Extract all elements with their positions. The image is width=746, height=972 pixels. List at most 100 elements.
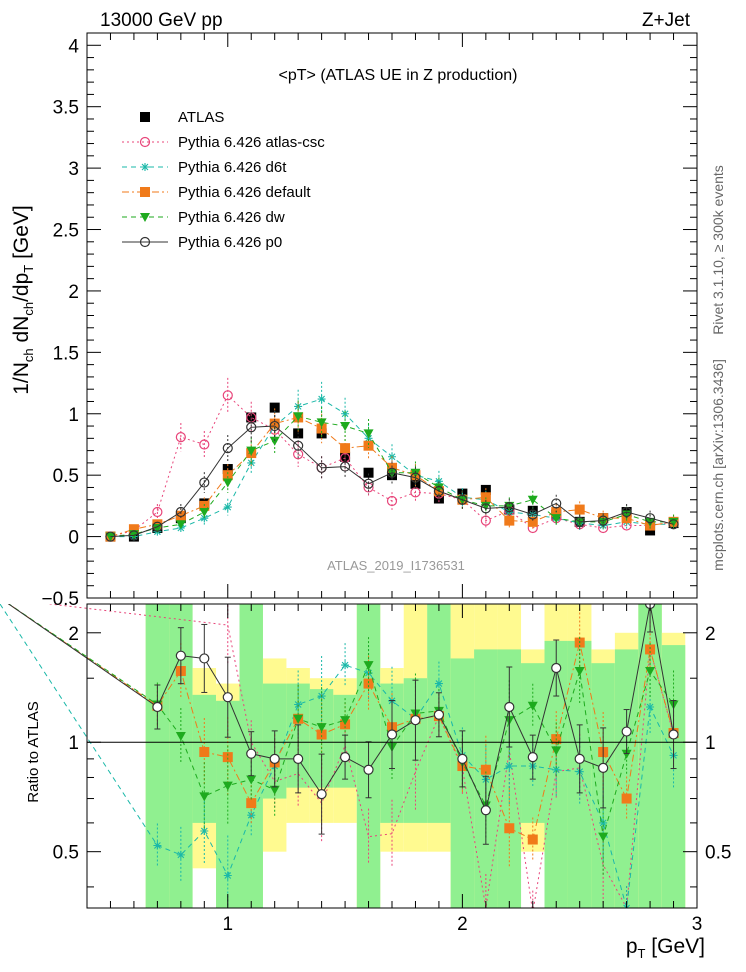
data-point — [621, 506, 632, 518]
data-point — [504, 502, 515, 513]
data-point — [175, 506, 186, 518]
ratio-point — [386, 729, 398, 740]
y-tick-label: −0.5 — [41, 589, 79, 610]
ratio-point — [527, 701, 538, 711]
ratio-point — [621, 793, 632, 804]
data-point — [269, 402, 280, 413]
ratio-y-tick-label: 0.5 — [53, 843, 79, 864]
ratio-point — [410, 715, 421, 726]
data-point — [410, 472, 421, 483]
ratio-point — [363, 678, 374, 689]
ratio-point — [527, 752, 538, 763]
stat-band — [216, 700, 240, 908]
y-tick-label: 0 — [68, 528, 79, 549]
ratio-point — [247, 811, 256, 820]
ratio-y-tick-label-right: 0.5 — [705, 843, 731, 864]
ratio-point — [598, 832, 609, 842]
data-point — [269, 436, 280, 446]
y-tick-label: 1.5 — [53, 343, 79, 364]
ratio-point — [645, 667, 656, 677]
data-point — [200, 514, 209, 523]
legend-label: Pythia 6.426 p0 — [178, 234, 282, 251]
data-point — [223, 503, 232, 512]
data-point — [574, 516, 585, 527]
ratio-point — [646, 703, 655, 712]
ratio-y-tick-label-right: 1 — [705, 733, 716, 754]
x-tick-label: 2 — [457, 914, 468, 935]
main-y-axis-title: 1/Nch dNch/dpT [GeV] — [10, 205, 36, 395]
ratio-point — [341, 661, 350, 670]
y-tick-label: 4 — [68, 36, 79, 57]
series-5 — [105, 411, 679, 542]
data-point — [504, 515, 515, 526]
data-point — [175, 520, 186, 530]
legend-marker — [139, 236, 151, 248]
data-point — [386, 467, 398, 478]
data-point — [480, 492, 491, 503]
ratio-point — [176, 850, 185, 859]
data-point — [246, 446, 257, 456]
chart-title: <pT> (ATLAS UE in Z production) — [279, 67, 518, 84]
legend-label: Pythia 6.426 default — [178, 184, 311, 201]
data-point — [222, 443, 233, 454]
data-point — [434, 477, 443, 486]
data-point — [504, 501, 515, 511]
data-point — [128, 530, 140, 541]
legend-marker — [141, 163, 149, 171]
data-point — [574, 504, 585, 515]
ratio-point — [339, 752, 351, 763]
data-point — [551, 498, 562, 509]
ratio-point — [363, 661, 374, 671]
ratio-line — [7, 604, 674, 837]
axes-frames: −0.5 0 0.5 1 1.5 2 2.5 3 3.5 4 0.5 0.5 1 1 2 2 1 2 3 — [41, 32, 731, 935]
ratio-point — [153, 841, 162, 850]
data-point — [222, 390, 233, 401]
legend-entry-4: Pythia 6.426 dw — [122, 209, 285, 226]
legend-marker — [140, 213, 150, 222]
ratio-point — [294, 700, 303, 709]
legend-entry-1: Pythia 6.426 atlas-csc — [122, 134, 325, 151]
ratio-line — [0, 604, 674, 908]
ratio-point — [269, 785, 280, 795]
ratio-y-tick-label: 2 — [68, 624, 79, 645]
ratio-point — [457, 753, 468, 764]
ratio-point — [551, 662, 562, 674]
y-tick-label: 2.5 — [53, 221, 79, 242]
data-point — [316, 462, 327, 473]
data-point — [246, 422, 257, 433]
header-left: 13000 GeV pp — [100, 10, 223, 31]
data-point — [105, 531, 116, 542]
x-tick-label: 3 — [692, 914, 703, 935]
data-point — [527, 495, 538, 505]
ratio-point — [505, 762, 514, 771]
data-point — [668, 519, 679, 530]
ratio-y-tick-label: 1 — [68, 733, 79, 754]
ratio-point — [316, 789, 327, 800]
data-point — [433, 486, 445, 497]
data-point — [105, 532, 116, 542]
data-point — [598, 515, 609, 526]
ratio-point — [552, 765, 561, 774]
ratio-point — [504, 701, 515, 713]
data-point — [152, 521, 163, 532]
data-point — [199, 508, 210, 518]
data-point — [527, 509, 538, 520]
data-point — [341, 409, 350, 418]
ratio-point — [246, 748, 257, 759]
ratio-point — [551, 746, 562, 756]
ratio-point — [175, 650, 186, 661]
data-point — [199, 477, 210, 488]
y-tick-label: 3 — [68, 159, 79, 180]
data-point — [340, 443, 351, 454]
data-point — [644, 513, 656, 524]
data-point — [152, 523, 163, 533]
ratio-panel — [0, 604, 697, 908]
legend-label: ATLAS — [178, 109, 224, 126]
stat-band — [145, 604, 170, 908]
main-panel — [105, 377, 679, 542]
legend-entry-3: Pythia 6.426 default — [122, 184, 311, 201]
data-point — [175, 510, 186, 521]
ratio-point — [269, 753, 280, 764]
ratio-point — [223, 871, 232, 880]
